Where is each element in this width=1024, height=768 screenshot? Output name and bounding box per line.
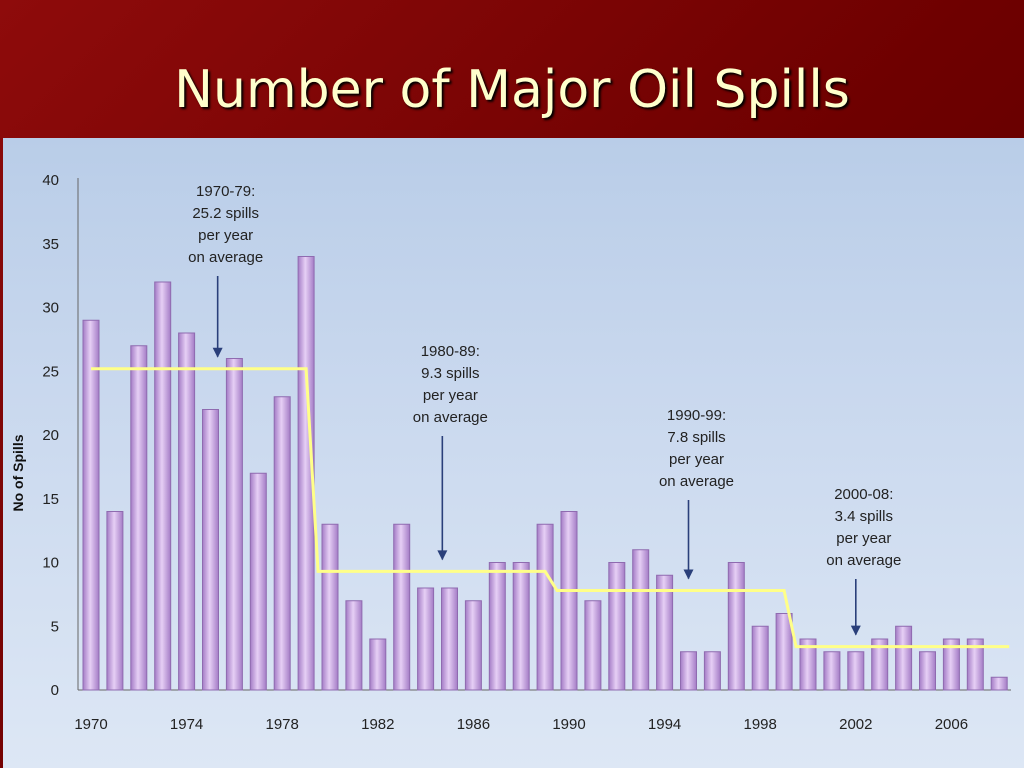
bar	[202, 409, 219, 691]
arrow-head	[850, 625, 861, 636]
annotation-text: 1980-89:	[421, 343, 480, 360]
bar	[680, 651, 697, 691]
annotation: 1990-99: 7.8 spills per year on average	[659, 407, 734, 580]
x-tick-label: 1974	[170, 716, 203, 733]
bar	[512, 562, 530, 691]
annotation-text: 25.2 spills	[192, 205, 259, 222]
x-tick-label: 1994	[648, 716, 681, 733]
chart-panel: 1970-79: 25.2 spills per year on average 198…	[3, 138, 1024, 768]
y-tick-label: 0	[51, 682, 59, 699]
y-tick-label: 15	[42, 491, 59, 508]
annotation-text: per year	[836, 530, 891, 547]
x-tick-label: 1970	[74, 716, 107, 733]
bar	[966, 638, 984, 691]
y-tick-label: 20	[42, 427, 59, 444]
bar	[703, 651, 721, 691]
bar	[847, 651, 865, 691]
bar	[82, 319, 100, 691]
bar	[249, 472, 267, 691]
annotation-text: 9.3 spills	[421, 365, 479, 382]
x-tick-label: 2002	[839, 716, 872, 733]
annotation: 2000-08: 3.4 spills per year on average	[826, 486, 901, 636]
slide-title: Number of Major Oil Spills	[174, 60, 850, 120]
bar	[369, 638, 387, 691]
bar	[871, 638, 889, 691]
annotation-text: per year	[423, 387, 478, 404]
annotation-text: 2000-08:	[834, 486, 893, 503]
y-axis-ticks: 0 5 10 15 20 25 30 35 40	[42, 172, 59, 699]
x-tick-label: 1986	[457, 716, 490, 733]
annotation-text: on average	[826, 552, 901, 569]
bar	[895, 625, 913, 691]
y-tick-label: 5	[51, 618, 59, 635]
bar	[273, 396, 291, 691]
bar	[106, 511, 124, 691]
x-tick-label: 1982	[361, 716, 394, 733]
bar	[178, 332, 196, 691]
annotation-text: 3.4 spills	[835, 508, 893, 525]
bar	[632, 549, 650, 691]
annotation-text: per year	[198, 227, 253, 244]
bar	[584, 600, 602, 691]
arrow-head	[437, 550, 448, 561]
bars	[82, 256, 1008, 691]
bar	[464, 600, 482, 691]
annotation: 1980-89: 9.3 spills per year on average	[413, 343, 488, 561]
x-tick-label: 1978	[266, 716, 299, 733]
bar	[775, 613, 793, 691]
y-tick-label: 25	[42, 363, 59, 380]
bar	[608, 562, 626, 691]
bar	[656, 574, 674, 691]
annotation-text: 7.8 spills	[667, 429, 725, 446]
bar	[393, 523, 411, 691]
bar	[297, 256, 315, 691]
annotation-text: on average	[188, 249, 263, 266]
y-tick-label: 30	[42, 300, 59, 317]
x-axis-ticks: 1970 1974 1978 1982 1986 1990 1994 1998 2002 2006	[74, 716, 968, 733]
bar	[154, 281, 172, 691]
annotation: 1970-79: 25.2 spills per year on average	[188, 183, 263, 358]
bar	[942, 638, 960, 691]
y-axis-label: No of Spills	[10, 434, 26, 511]
x-tick-label: 1990	[552, 716, 585, 733]
y-tick-label: 35	[42, 236, 59, 253]
bar	[823, 651, 841, 691]
bar	[990, 676, 1008, 691]
bar	[321, 523, 339, 691]
annotation-text: on average	[659, 473, 734, 490]
y-tick-label: 10	[42, 555, 59, 572]
x-tick-label: 2006	[935, 716, 968, 733]
bar	[799, 638, 817, 691]
average-line	[91, 367, 1010, 649]
bar	[225, 358, 243, 691]
y-tick-label: 40	[42, 172, 59, 189]
arrow-head	[212, 347, 223, 358]
bar	[919, 651, 936, 691]
bar	[417, 587, 435, 691]
annotation-text: 1970-79:	[196, 183, 255, 200]
annotation-text: on average	[413, 409, 488, 426]
annotation-text: per year	[669, 451, 724, 468]
annotation-text: 1990-99:	[667, 407, 726, 424]
bar	[727, 562, 745, 691]
arrow-head	[683, 569, 694, 580]
bar	[130, 345, 148, 691]
bar	[441, 587, 458, 691]
x-tick-label: 1998	[744, 716, 777, 733]
bar	[488, 562, 506, 691]
bar	[560, 511, 578, 691]
average-line-group	[91, 367, 1010, 649]
bar	[751, 625, 769, 691]
bar	[536, 523, 554, 691]
bar	[345, 600, 363, 691]
